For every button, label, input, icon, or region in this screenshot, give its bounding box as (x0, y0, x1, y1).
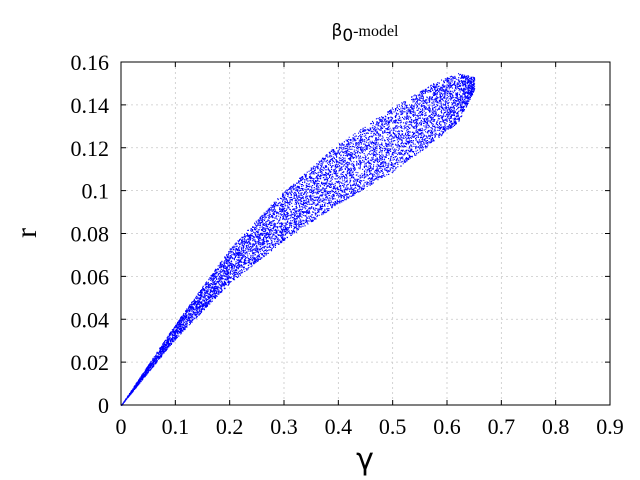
y-tick-label: 0.08 (71, 222, 110, 247)
ticks (120, 61, 611, 406)
y-tick-label: 0.12 (71, 136, 110, 161)
x-tick-label: 0.9 (596, 414, 624, 439)
x-tick-label: 0.1 (162, 414, 190, 439)
title-subscript: 0 (342, 26, 353, 46)
x-tick-label: 0.2 (216, 414, 244, 439)
y-tick-labels: 0 0.02 0.04 0.06 0.08 0.1 0.12 0.14 0.16 (71, 50, 110, 418)
chart-title: β0-model (331, 21, 399, 46)
x-tick-labels: 0 0.1 0.2 0.3 0.4 0.5 0.6 0.7 0.8 0.9 (116, 414, 624, 439)
y-tick-label: 0.16 (71, 50, 110, 75)
x-tick-label: 0.6 (433, 414, 461, 439)
y-axis-label: r (10, 228, 43, 238)
y-tick-label: 0.04 (71, 307, 110, 332)
y-tick-label: 0.14 (71, 93, 110, 118)
y-tick-label: 0.02 (71, 350, 110, 375)
x-tick-label: 0.4 (325, 414, 353, 439)
scatter-points (121, 73, 476, 406)
title-symbol: β (331, 21, 342, 41)
x-tick-label: 0.8 (542, 414, 570, 439)
title-suffix: -model (353, 23, 399, 40)
grid (121, 62, 610, 405)
y-tick-label: 0.06 (71, 264, 110, 289)
x-tick-label: 0 (116, 414, 127, 439)
x-axis-label: γ (356, 442, 374, 477)
scatter-series (121, 73, 476, 406)
y-tick-label: 0.1 (82, 179, 110, 204)
x-tick-label: 0.7 (488, 414, 516, 439)
y-tick-label: 0 (98, 393, 109, 418)
x-tick-label: 0.3 (270, 414, 298, 439)
x-tick-label: 0.5 (379, 414, 407, 439)
